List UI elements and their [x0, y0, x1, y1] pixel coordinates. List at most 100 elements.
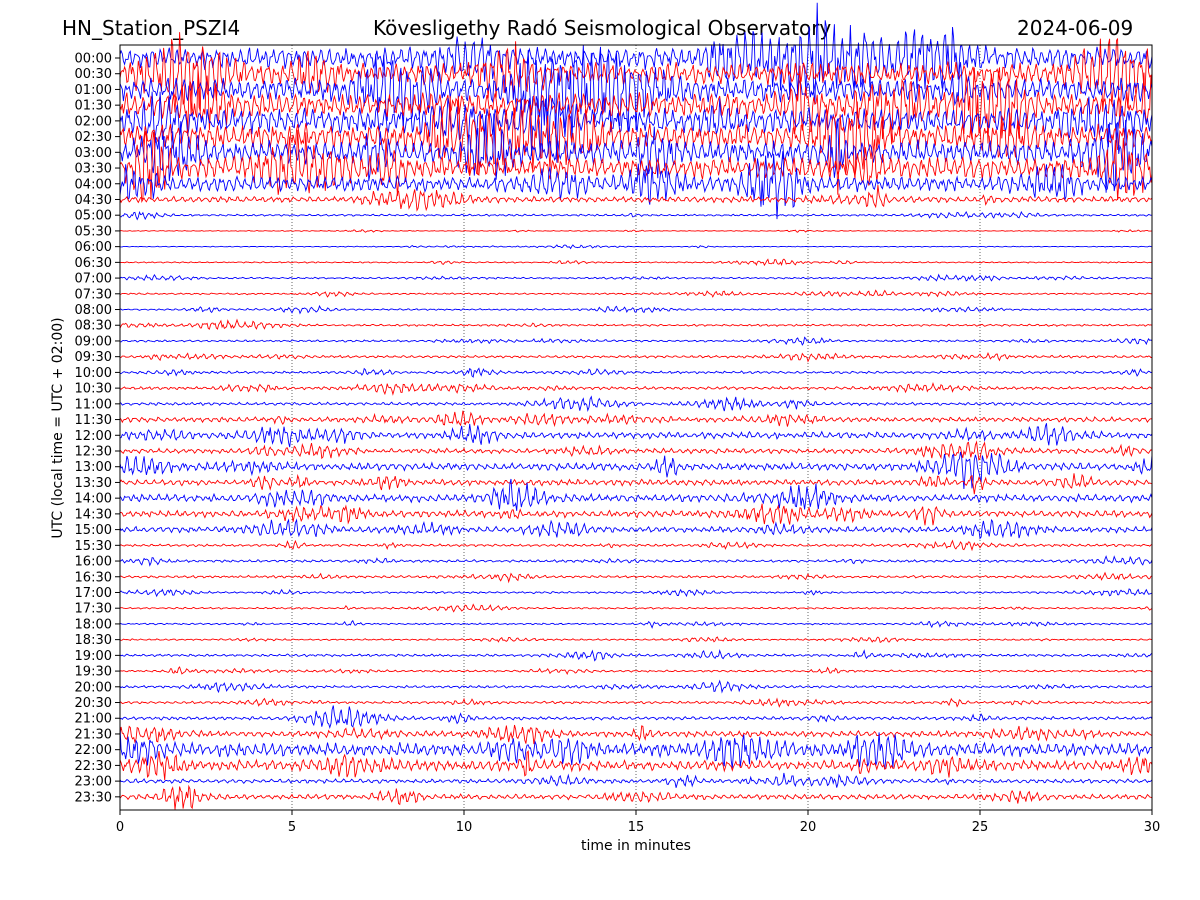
y-tick-label: 04:00	[75, 177, 112, 192]
y-tick-label: 12:00	[75, 429, 112, 444]
x-tick-label: 15	[628, 820, 645, 835]
y-tick-label: 05:00	[75, 209, 112, 224]
trace-1300	[119, 451, 1153, 490]
trace-0230	[119, 95, 1153, 195]
trace-2230	[119, 750, 1153, 781]
y-tick-label: 02:30	[75, 130, 112, 145]
y-tick-label: 16:30	[75, 570, 112, 585]
y-tick-label: 06:00	[75, 240, 112, 255]
trace-1430	[119, 503, 1153, 526]
plot-frame	[119, 44, 1153, 811]
y-tick-label: 16:00	[75, 555, 112, 570]
y-tick-label: 01:30	[75, 99, 112, 114]
y-tick-label: 02:00	[75, 114, 112, 129]
chart-title: Kövesligethy Radó Seismological Observat…	[373, 16, 832, 40]
trace-0500	[119, 210, 1153, 221]
y-tick-label: 23:30	[75, 790, 112, 805]
trace-0030	[119, 32, 1153, 129]
station-name: HN_Station_PSZI4	[62, 16, 241, 40]
trace-0900	[119, 336, 1153, 346]
x-tick-label: 5	[288, 820, 296, 835]
y-tick-label: 21:00	[75, 712, 112, 727]
y-tick-label: 03:00	[75, 146, 112, 161]
date-label: 2024-06-09	[1017, 16, 1134, 40]
x-tick-label: 20	[800, 820, 817, 835]
trace-1230	[119, 440, 1153, 461]
y-tick-label: 14:30	[75, 507, 112, 522]
y-tick-label: 07:00	[75, 272, 112, 287]
y-tick-label: 20:30	[75, 696, 112, 711]
y-tick-label: 22:30	[75, 759, 112, 774]
trace-0700	[119, 273, 1153, 282]
y-tick-label: 03:30	[75, 162, 112, 177]
y-tick-label: 09:30	[75, 350, 112, 365]
y-tick-label: 07:30	[75, 287, 112, 302]
trace-1330	[119, 473, 1153, 495]
trace-1130	[119, 410, 1153, 428]
y-tick-label: 15:30	[75, 539, 112, 554]
trace-1900	[119, 648, 1153, 662]
y-tick-label: 17:00	[75, 586, 112, 601]
trace-2030	[119, 697, 1153, 708]
y-tick-label: 13:00	[75, 460, 112, 475]
x-axis-label: time in minutes	[581, 838, 691, 854]
y-tick-label: 11:30	[75, 413, 112, 428]
trace-1100	[119, 395, 1153, 413]
y-tick-label: 00:30	[75, 67, 112, 82]
trace-2300	[119, 772, 1153, 788]
y-tick-label: 04:30	[75, 193, 112, 208]
y-tick-label: 15:00	[75, 523, 112, 538]
trace-1530	[119, 539, 1153, 552]
trace-2100	[119, 705, 1153, 730]
trace-0800	[119, 304, 1153, 315]
y-tick-label: 08:30	[75, 319, 112, 334]
trace-0630	[119, 258, 1153, 267]
y-tick-label: 08:00	[75, 303, 112, 318]
trace-0830	[119, 318, 1153, 330]
y-tick-label: 14:00	[75, 492, 112, 507]
y-tick-label: 23:00	[75, 775, 112, 790]
trace-0430	[119, 184, 1153, 212]
y-tick-label: 00:00	[75, 52, 112, 67]
trace-2330	[119, 784, 1153, 810]
x-tick-label: 25	[972, 820, 989, 835]
trace-0600	[119, 244, 1153, 250]
trace-0400	[119, 151, 1153, 220]
trace-2130	[119, 724, 1153, 745]
y-tick-label: 18:00	[75, 617, 112, 632]
y-tick-label: 05:30	[75, 224, 112, 239]
y-tick-label: 20:00	[75, 680, 112, 695]
y-tick-label: 10:30	[75, 382, 112, 397]
y-tick-label: 01:00	[75, 83, 112, 98]
trace-1830	[119, 636, 1153, 644]
trace-0300	[119, 113, 1153, 193]
x-tick-label: 10	[456, 820, 473, 835]
trace-1930	[119, 666, 1153, 675]
y-tick-label: 19:00	[75, 649, 112, 664]
y-tick-label: 10:00	[75, 366, 112, 381]
y-tick-label: 19:30	[75, 665, 112, 680]
trace-1730	[119, 603, 1153, 613]
trace-1200	[119, 423, 1153, 448]
trace-2000	[119, 679, 1153, 694]
trace-0100	[119, 45, 1153, 146]
trace-1600	[119, 555, 1153, 567]
trace-0930	[119, 352, 1152, 363]
trace-1700	[119, 588, 1153, 598]
trace-1400	[119, 478, 1153, 511]
trace-1500	[119, 518, 1153, 540]
y-tick-label: 22:00	[75, 743, 112, 758]
trace-0000	[119, 2, 1153, 105]
y-tick-label: 18:30	[75, 633, 112, 648]
y-tick-label: 17:30	[75, 602, 112, 617]
trace-1030	[119, 381, 1153, 396]
y-tick-label: 09:00	[75, 334, 112, 349]
y-tick-label: 11:00	[75, 397, 112, 412]
trace-0530	[119, 229, 1153, 233]
y-tick-label: 13:30	[75, 476, 112, 491]
y-axis-label: UTC (local time = UTC + 02:00)	[50, 317, 66, 538]
trace-1630	[119, 571, 1153, 584]
trace-1000	[119, 367, 1153, 378]
